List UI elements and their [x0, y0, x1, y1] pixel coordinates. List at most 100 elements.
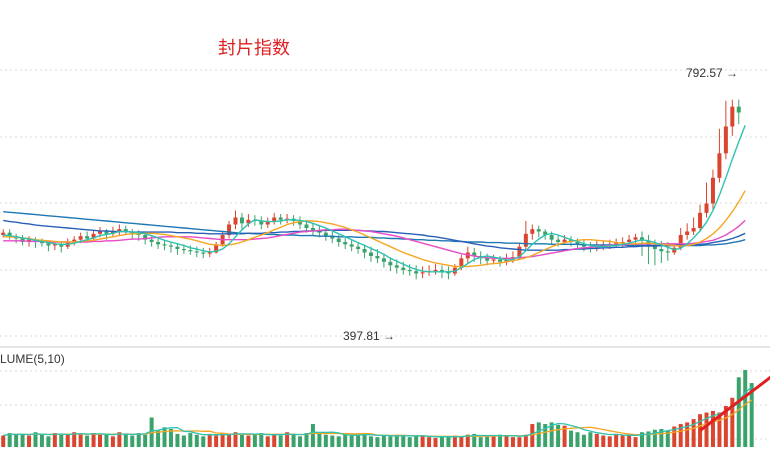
high-price-label: 792.57	[686, 66, 723, 80]
candle-body	[491, 259, 496, 261]
volume-bar	[272, 433, 277, 447]
volume-bar	[65, 434, 70, 447]
candle-body	[420, 272, 425, 274]
volume-bar	[317, 433, 322, 447]
volume-indicator-label: LUME(5,10)	[0, 352, 65, 366]
volume-bar	[143, 434, 148, 447]
candle-body	[175, 246, 180, 249]
volume-bar	[472, 433, 477, 447]
candle-body	[659, 249, 664, 252]
candle-body	[194, 251, 199, 253]
volume-bar	[749, 383, 754, 447]
volume-bar	[594, 433, 599, 447]
volume-bar	[575, 432, 580, 447]
volume-bar	[549, 422, 554, 447]
candle-body	[375, 256, 380, 259]
candle-body	[562, 239, 567, 242]
volume-bar	[201, 436, 206, 447]
candle-body	[665, 251, 670, 253]
candle-body	[181, 249, 186, 251]
candle-body	[633, 237, 638, 240]
candle-body	[388, 261, 393, 266]
volume-bar	[659, 428, 664, 447]
candle-body	[698, 212, 703, 228]
candle-body	[485, 258, 490, 261]
high-price-annotation: 792.57 →	[686, 66, 738, 80]
volume-bar	[446, 437, 451, 447]
volume-bar	[439, 436, 444, 447]
volume-bar	[233, 432, 238, 447]
candle-body	[730, 106, 735, 127]
candle-body	[233, 217, 238, 225]
volume-bar	[394, 434, 399, 447]
candle-body	[72, 239, 77, 242]
volume-bar	[7, 433, 12, 447]
candle-body	[117, 229, 122, 232]
volume-bar	[498, 434, 503, 447]
volume-bar	[523, 434, 528, 447]
volume-bar	[188, 433, 193, 447]
candle-body	[401, 267, 406, 270]
volume-bar	[665, 430, 670, 447]
volume-bar	[581, 434, 586, 447]
volume-bar	[427, 437, 432, 447]
candle-body	[304, 224, 309, 228]
volume-bar	[639, 432, 644, 447]
candle-body	[627, 239, 632, 242]
volume-bar	[91, 433, 96, 447]
volume-bar	[14, 434, 19, 447]
candle-body	[149, 239, 154, 242]
volume-bar	[388, 436, 393, 447]
volume-bar	[156, 430, 161, 447]
candle-body	[323, 232, 328, 237]
volume-bar	[175, 433, 180, 447]
volume-bar	[414, 436, 419, 447]
volume-bar	[46, 436, 51, 447]
volume-bar	[291, 434, 296, 447]
volume-bar	[117, 432, 122, 447]
ma10-line	[3, 190, 746, 268]
candle-body	[278, 217, 283, 220]
volume-bar	[710, 410, 715, 447]
volume-bar	[743, 369, 748, 447]
volume-bar	[98, 434, 103, 447]
candle-body	[201, 252, 206, 254]
candle-body	[207, 252, 212, 254]
candle-body	[156, 242, 161, 245]
candle-body	[91, 233, 96, 239]
volume-ma5-line	[3, 386, 753, 438]
candle-body	[459, 258, 464, 268]
volume-bar	[214, 435, 219, 447]
volume-bar	[259, 433, 264, 447]
candle-body	[472, 252, 477, 256]
candle-body	[414, 271, 419, 274]
candle-body	[168, 245, 173, 247]
candle-body	[162, 244, 167, 246]
volume-bar	[323, 434, 328, 447]
volume-bar	[485, 435, 490, 447]
candle-body	[498, 259, 503, 262]
candle-body	[39, 242, 44, 244]
candle-body	[7, 232, 12, 237]
candle-body	[1, 232, 6, 235]
volume-bar	[227, 434, 232, 447]
volume-bar	[278, 435, 283, 447]
candle-body	[336, 238, 341, 242]
volume-bar	[368, 436, 374, 447]
candle-body	[356, 246, 361, 249]
volume-bar	[304, 433, 309, 447]
candle-body	[52, 244, 57, 246]
volume-bar	[401, 435, 406, 447]
volume-bar	[162, 427, 167, 447]
candle-body	[78, 236, 83, 240]
volume-bar	[356, 434, 361, 447]
volume-bar	[652, 429, 657, 447]
candle-body	[310, 228, 315, 231]
candle-body	[433, 270, 438, 272]
candle-body	[381, 258, 386, 262]
volume-bar	[336, 436, 341, 447]
candle-body	[717, 153, 722, 178]
volume-bar	[633, 437, 638, 447]
candle-body	[59, 244, 64, 247]
candle-body	[239, 217, 244, 224]
